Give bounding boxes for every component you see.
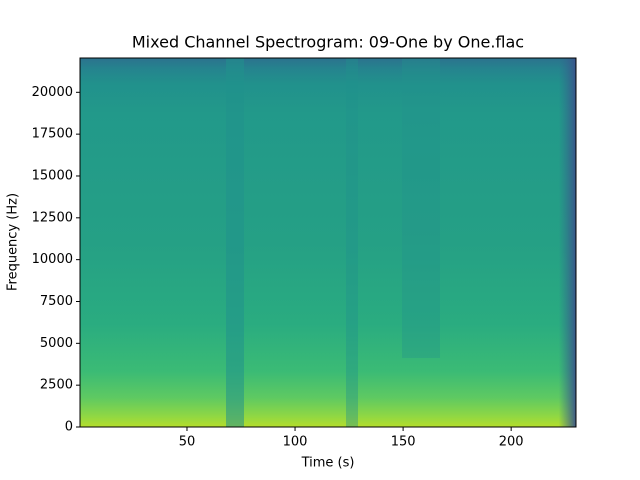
x-tick-label: 50 bbox=[179, 435, 196, 450]
y-tick-label: 10000 bbox=[32, 252, 73, 267]
y-tick-label: 17500 bbox=[32, 127, 73, 142]
y-tick-label: 12500 bbox=[32, 210, 73, 225]
y-tick-label: 7500 bbox=[40, 294, 73, 309]
x-axis-label: Time (s) bbox=[301, 456, 355, 471]
y-tick-label: 15000 bbox=[32, 168, 73, 183]
y-axis-label: Frequency (Hz) bbox=[6, 193, 21, 291]
x-tick-label: 150 bbox=[391, 435, 416, 450]
chart-title: Mixed Channel Spectrogram: 09-One by One… bbox=[132, 33, 524, 52]
x-tick-label: 200 bbox=[499, 435, 524, 450]
x-tick-label: 100 bbox=[283, 435, 308, 450]
axes-frame bbox=[79, 57, 577, 428]
y-tick-label: 2500 bbox=[40, 378, 73, 393]
spectrogram-image bbox=[80, 58, 576, 427]
y-tick-label: 0 bbox=[65, 420, 73, 435]
y-tick-label: 20000 bbox=[32, 85, 73, 100]
y-tick-label: 5000 bbox=[40, 336, 73, 351]
